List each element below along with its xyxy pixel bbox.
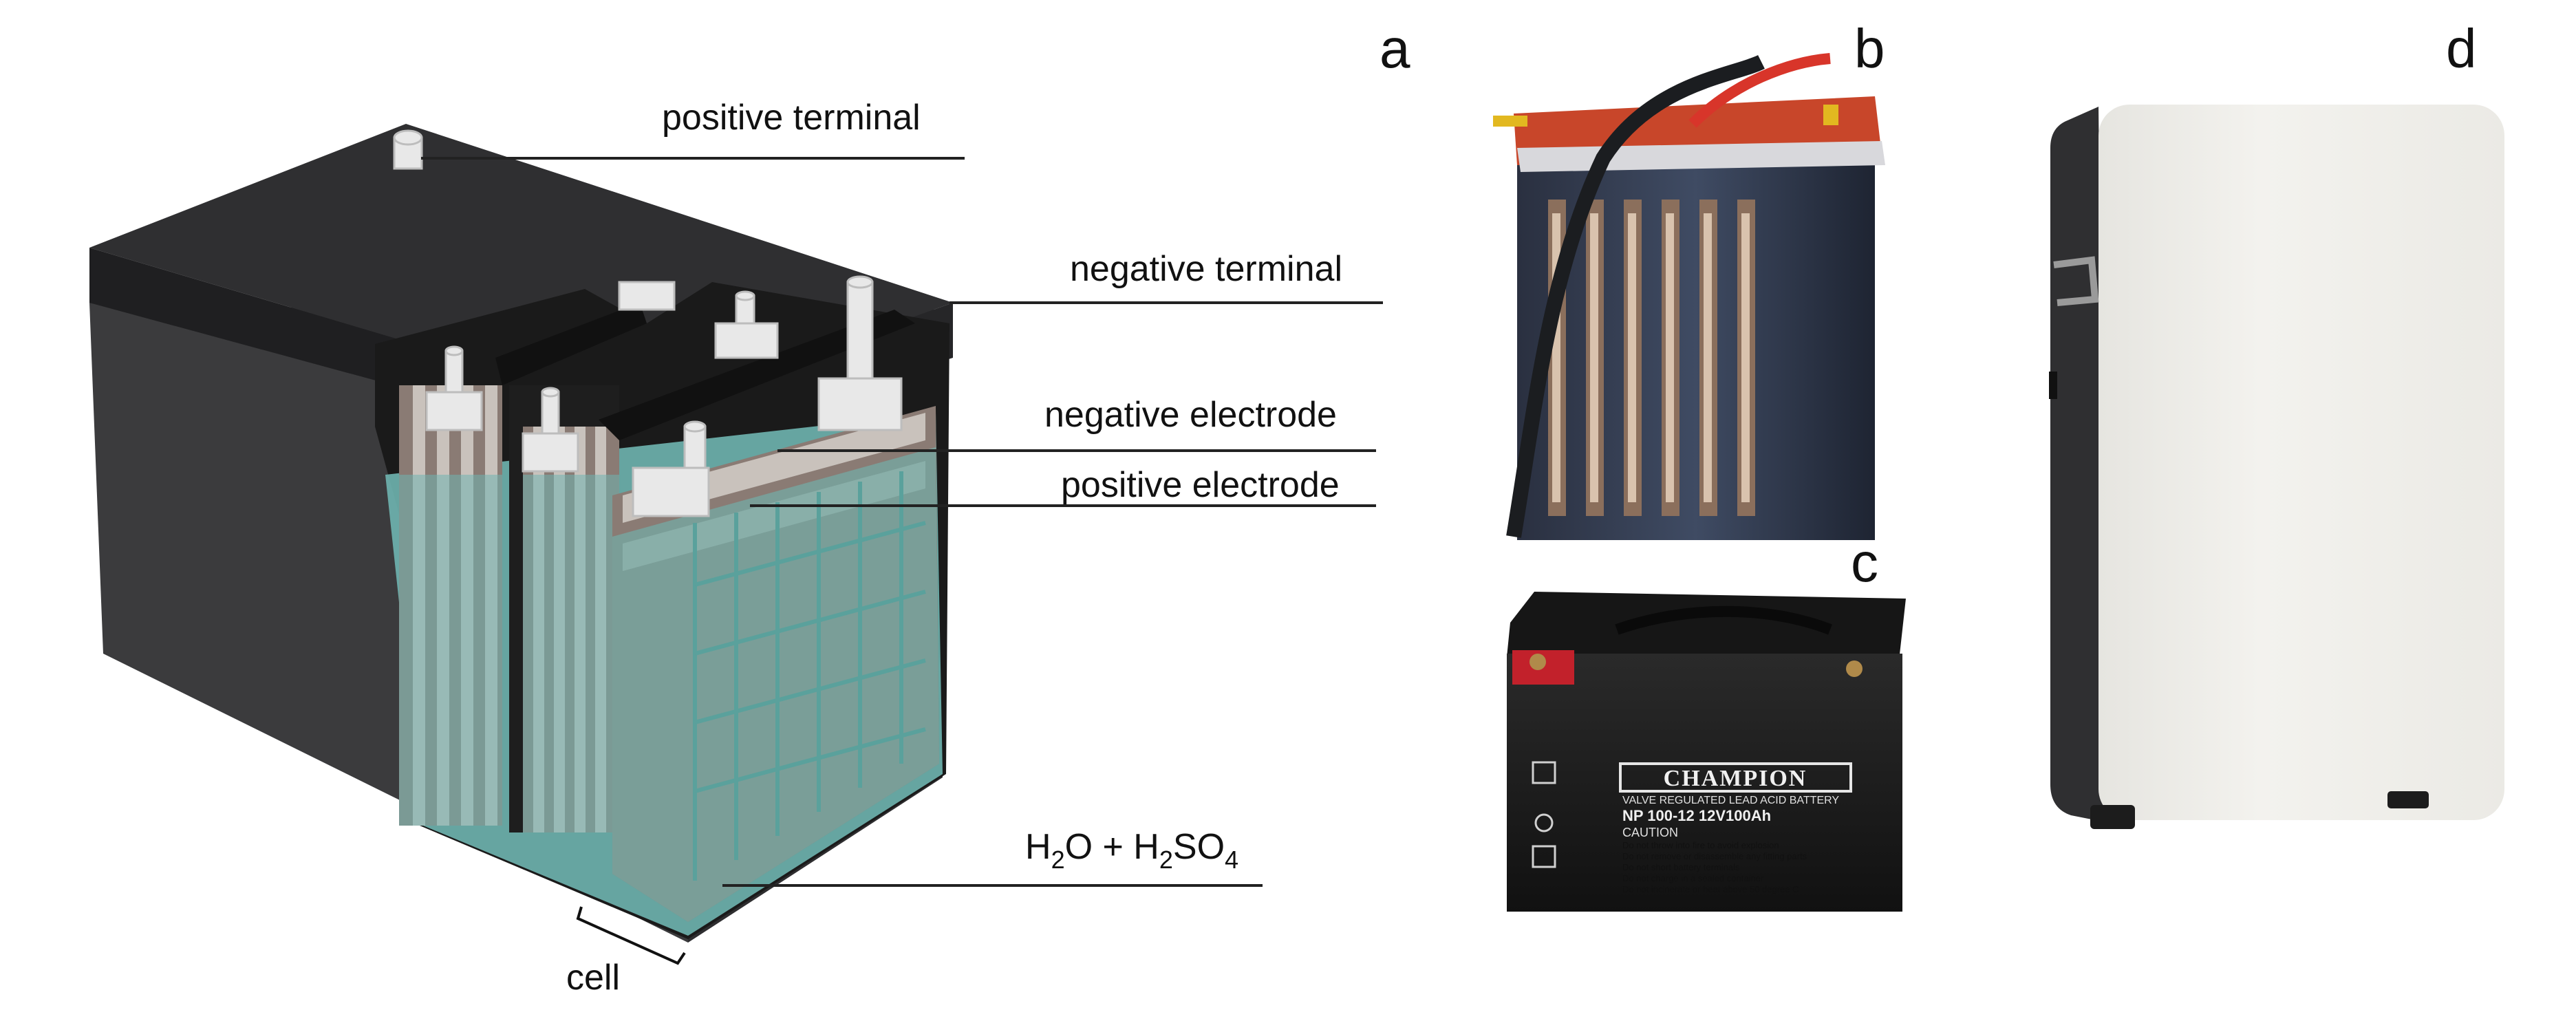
caution-list: Do not throw into fire to avoid explosio…: [1622, 840, 1807, 894]
caution-line: Do not short battery terminals: [1622, 862, 1740, 872]
caution-title-text: CAUTION: [1622, 826, 1678, 839]
label-cell: cell: [566, 958, 620, 998]
battery-type-text: VALVE REGULATED LEAD ACID BATTERY: [1622, 795, 1839, 806]
panel-label-c: c: [1851, 532, 1878, 593]
leader-lines: [421, 157, 1383, 887]
caution-line: Do not remove or disassemble any fitting…: [1622, 851, 1807, 861]
terminal-posts: [393, 129, 903, 517]
label-positive-terminal: positive terminal: [662, 98, 921, 138]
panel-c-vrla-battery-photo: CHAMPION VALVE REGULATED LEAD ACID BATTE…: [1507, 592, 1906, 912]
panel-label-b: b: [1854, 18, 1885, 79]
electrode-group-1: [399, 385, 502, 826]
label-negative-terminal: negative terminal: [1070, 249, 1342, 289]
label-positive-electrode: positive electrode: [1061, 465, 1340, 505]
cell-divider-2: [599, 310, 915, 440]
panel-d-battery-cabinet: [2049, 105, 2504, 829]
panel-label-d: d: [2446, 18, 2477, 79]
caution-line: Do not charge in a sealed container: [1622, 873, 1764, 883]
panel-label-a: a: [1380, 18, 1410, 79]
cell-divider-1: [495, 303, 647, 385]
label-negative-electrode: negative electrode: [1044, 395, 1337, 435]
panel-b-flooded-cell-photo: [1493, 53, 1885, 540]
cell-bracket: [576, 906, 686, 965]
battery-model-text: NP 100-12 12V100Ah: [1622, 807, 1771, 824]
caution-line: Do not incinerate or heat above 50 degre…: [1622, 884, 1799, 894]
cabinet-handle: [2053, 256, 2099, 306]
caution-line: Do not throw into fire to avoid explosio…: [1622, 840, 1779, 850]
champion-brand-text: CHAMPION: [1664, 766, 1807, 791]
electrode-group-2: [509, 385, 619, 832]
panel-a-cutaway-battery: [89, 124, 953, 965]
label-electrolyte: H2O + H2SO4: [1025, 827, 1238, 874]
